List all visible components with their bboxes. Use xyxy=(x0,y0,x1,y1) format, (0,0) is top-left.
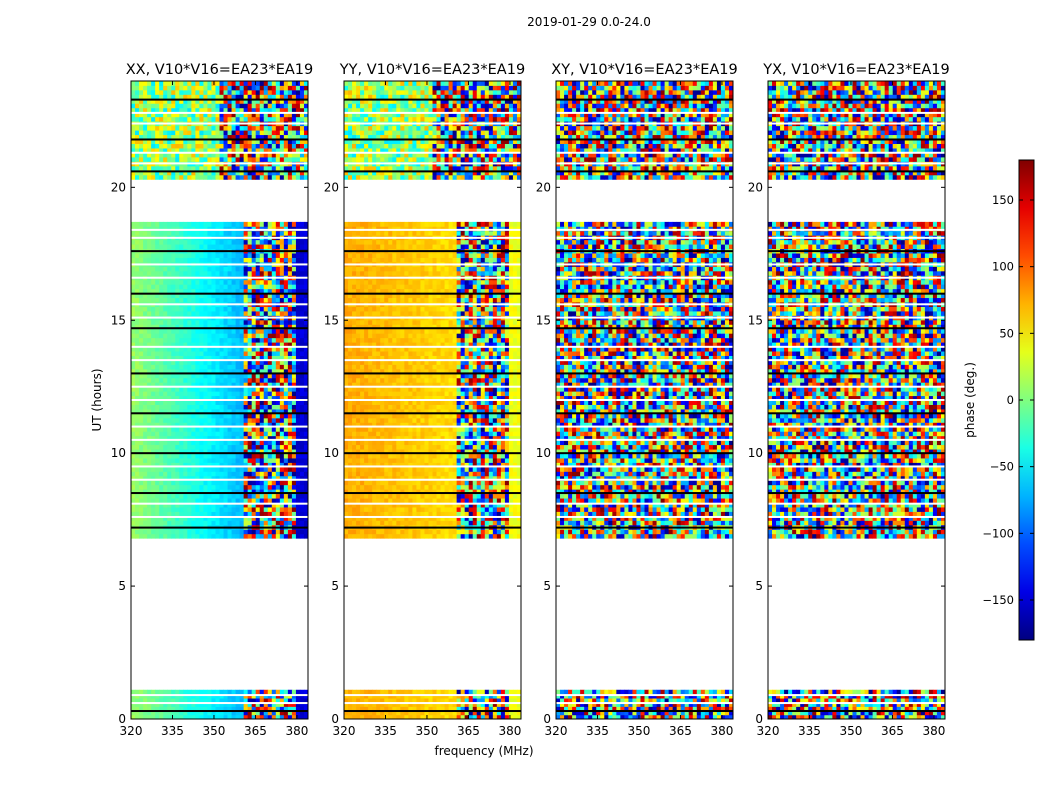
panel-frame xyxy=(555,80,734,720)
panel-3: XY, V10*V16=EA23*EA19 320 335 350 365 380 0 5 10… xyxy=(536,62,738,738)
colorbar-tick-label: 0 xyxy=(1007,393,1014,407)
figure-title: 2019-01-29 0.0-24.0 xyxy=(527,15,651,29)
y-tick-label: 5 xyxy=(118,579,126,593)
colorbar-tick-label: −150 xyxy=(982,593,1014,607)
y-tick-label: 10 xyxy=(748,446,763,460)
x-tick-label: 380 xyxy=(285,724,308,738)
y-tick-label: 5 xyxy=(543,579,551,593)
y-tick-label: 10 xyxy=(536,446,551,460)
y-tick-label: 0 xyxy=(755,712,763,726)
x-tick-label: 320 xyxy=(120,724,143,738)
y-tick-label: 20 xyxy=(536,180,551,194)
y-tick-label: 20 xyxy=(748,180,763,194)
x-tick-label: 335 xyxy=(161,724,184,738)
y-tick-label: 0 xyxy=(118,712,126,726)
panel-2: YY, V10*V16=EA23*EA19 320 335 350 365 380 0 5 10… xyxy=(324,62,525,738)
x-tick-label: 320 xyxy=(757,724,780,738)
x-tick-label: 380 xyxy=(710,724,733,738)
x-tick-label: 320 xyxy=(545,724,568,738)
y-tick-label: 0 xyxy=(331,712,339,726)
x-tick-label: 335 xyxy=(798,724,821,738)
panel-frame xyxy=(130,80,309,720)
x-tick-label: 380 xyxy=(922,724,945,738)
x-tick-label: 335 xyxy=(374,724,397,738)
colorbar-tick-label: 50 xyxy=(999,326,1014,340)
y-tick-label: 15 xyxy=(111,313,126,327)
x-tick-label: 320 xyxy=(333,724,356,738)
panel-frame xyxy=(343,80,522,720)
y-tick-label: 15 xyxy=(536,313,551,327)
y-tick-label: 20 xyxy=(111,180,126,194)
x-tick-label: 380 xyxy=(498,724,521,738)
panel-title: YY, V10*V16=EA23*EA19 xyxy=(339,62,525,78)
x-tick-label: 365 xyxy=(457,724,480,738)
colorbar-tick-label: −100 xyxy=(982,526,1014,540)
y-tick-label: 15 xyxy=(324,313,339,327)
colorbar-tick-label: −50 xyxy=(990,460,1014,474)
y-tick-label: 15 xyxy=(748,313,763,327)
x-tick-label: 350 xyxy=(840,724,863,738)
y-tick-label: 20 xyxy=(324,180,339,194)
y-tick-label: 10 xyxy=(324,446,339,460)
panel-4: YX, V10*V16=EA23*EA19 320 335 350 365 380 0 5 10… xyxy=(748,62,950,738)
x-tick-label: 335 xyxy=(586,724,609,738)
y-tick-label: 5 xyxy=(331,579,339,593)
x-tick-label: 350 xyxy=(628,724,651,738)
flag-lines xyxy=(131,98,308,713)
x-tick-label: 350 xyxy=(416,724,439,738)
y-tick-label: 5 xyxy=(755,579,763,593)
x-tick-label: 365 xyxy=(669,724,692,738)
colorbar-label: phase (deg.) xyxy=(963,362,977,438)
flag-lines xyxy=(344,98,521,713)
x-axis-label: frequency (MHz) xyxy=(434,744,533,758)
x-tick-label: 350 xyxy=(203,724,226,738)
panel-frame xyxy=(767,80,946,720)
panel-title: YX, V10*V16=EA23*EA19 xyxy=(762,62,949,78)
flag-lines xyxy=(556,98,733,713)
y-axis-label: UT (hours) xyxy=(90,368,104,431)
y-tick-label: 0 xyxy=(543,712,551,726)
panels: XX, V10*V16=EA23*EA19 320 335 350 365 380 0 5 10… xyxy=(111,62,950,738)
x-tick-label: 365 xyxy=(881,724,904,738)
colorbar-tick-label: 150 xyxy=(992,193,1014,207)
panel-title: XY, V10*V16=EA23*EA19 xyxy=(551,62,737,78)
y-tick-label: 10 xyxy=(111,446,126,460)
flag-lines xyxy=(768,98,945,713)
x-tick-label: 365 xyxy=(244,724,267,738)
colorbar-tick-label: 100 xyxy=(992,260,1014,274)
panel-1: XX, V10*V16=EA23*EA19 320 335 350 365 380 0 5 10… xyxy=(111,62,314,738)
colorbar: 150 100 50 0 −50 −100 −150 xyxy=(982,159,1035,641)
panel-title: XX, V10*V16=EA23*EA19 xyxy=(126,62,314,78)
